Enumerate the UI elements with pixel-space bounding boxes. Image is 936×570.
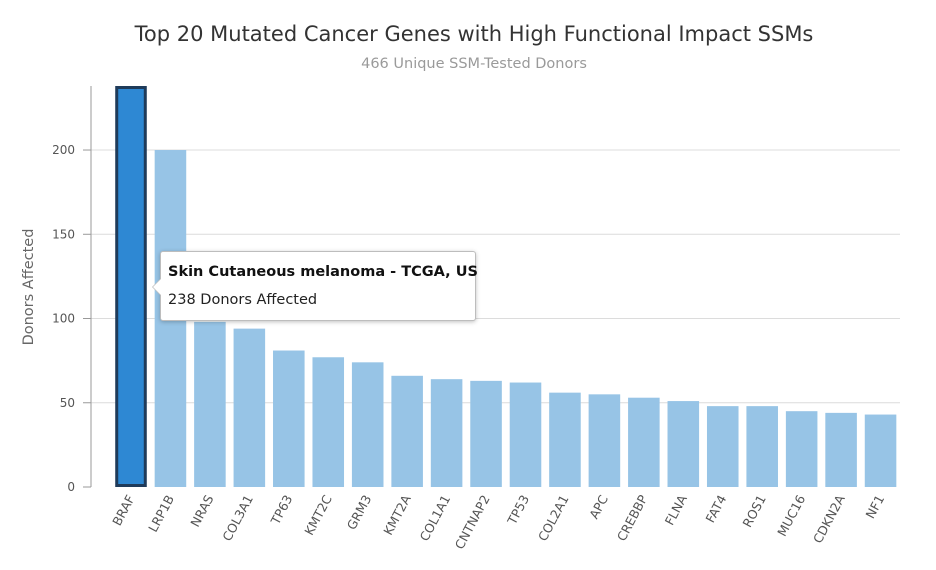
tooltip-body: 238 Donors Affected [168, 292, 318, 308]
x-axis-ticks: BRAF LRP1B NRAS COL3A1 TP63 KMT2C GRM3 KMT2A COL… [109, 492, 887, 552]
y-tick-label: 100 [52, 312, 75, 326]
bar-fat4[interactable] [706, 406, 739, 487]
bar-grm3[interactable] [351, 362, 384, 487]
bar-cdkn2a[interactable] [825, 412, 857, 487]
bar-ros1[interactable] [746, 406, 778, 487]
x-tick-label: CNTNAP2 [452, 492, 493, 551]
bar-braf[interactable] [115, 86, 147, 487]
y-tick-label: 150 [52, 227, 75, 241]
x-tick-label: MUC16 [774, 492, 808, 538]
bar-nf1[interactable] [864, 414, 897, 487]
bar-kmt2a[interactable] [391, 375, 423, 487]
bar-cntnap2[interactable] [470, 380, 502, 487]
x-tick-label: TP53 [504, 492, 532, 527]
bar-tooltip: Skin Cutaneous melanoma - TCGA, US 238 D… [152, 251, 478, 321]
x-tick-label: NRAS [187, 492, 216, 529]
bar-flna[interactable] [667, 401, 700, 487]
bar-col1a1[interactable] [430, 379, 463, 487]
x-tick-label: GRM3 [344, 492, 375, 532]
x-tick-label: APC [586, 492, 611, 521]
x-tick-label: COL1A1 [417, 492, 454, 543]
bar-muc16[interactable] [785, 411, 818, 487]
y-tick-label: 0 [67, 480, 75, 494]
bar-nras[interactable] [194, 321, 226, 487]
bar-crebbp[interactable] [628, 397, 660, 487]
y-axis-label: Donors Affected [21, 229, 37, 346]
x-tick-label: NF1 [862, 492, 887, 521]
bar-apc[interactable] [588, 394, 621, 487]
x-tick-label: ROS1 [739, 492, 768, 529]
bar-tp53[interactable] [509, 382, 542, 487]
x-tick-label: TP63 [267, 492, 295, 527]
x-tick-label: CREBBP [614, 492, 651, 544]
x-tick-label: COL3A1 [219, 492, 256, 543]
y-tick-label: 50 [60, 396, 75, 410]
tooltip-title: Skin Cutaneous melanoma - TCGA, US [168, 264, 478, 280]
x-tick-label: KMT2A [380, 492, 414, 538]
x-tick-label: BRAF [109, 492, 138, 528]
y-tick-label: 200 [52, 143, 75, 157]
chart-subtitle: 466 Unique SSM-Tested Donors [361, 56, 587, 72]
bar-col3a1[interactable] [233, 328, 266, 487]
x-tick-label: LRP1B [145, 492, 177, 534]
y-axis-ticks: 0 50 100 150 200 [52, 143, 91, 494]
x-tick-label: COL2A1 [535, 492, 572, 543]
bar-tp63[interactable] [273, 350, 305, 487]
x-tick-label: CDKN2A [810, 492, 848, 546]
bar-kmt2c[interactable] [312, 357, 345, 487]
x-tick-label: FAT4 [702, 492, 729, 525]
x-tick-label: KMT2C [301, 492, 335, 538]
bar-col2a1[interactable] [549, 392, 581, 487]
x-tick-label: FLNA [662, 492, 691, 528]
chart-title: Top 20 Mutated Cancer Genes with High Fu… [134, 22, 814, 46]
